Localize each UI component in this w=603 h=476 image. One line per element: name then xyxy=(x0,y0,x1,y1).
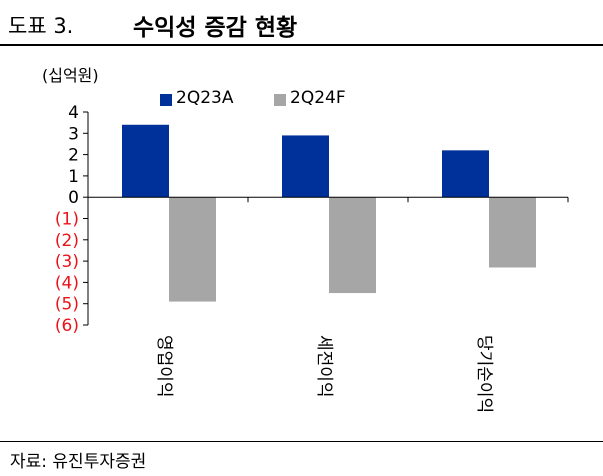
legend-swatch-2q24f xyxy=(274,94,286,106)
x-category-label: 당기순이익 xyxy=(474,335,494,413)
header-divider xyxy=(0,44,603,46)
y-tick-label: (1) xyxy=(55,210,79,230)
bar-2q24f-0 xyxy=(169,197,216,302)
y-tick-label: 4 xyxy=(68,103,79,123)
unit-label: (십억원) xyxy=(42,66,99,85)
figure-title: 수익성 증감 현황 xyxy=(133,15,298,41)
bar-2q23a-1 xyxy=(282,135,329,198)
x-category-label: 세전이익 xyxy=(314,335,334,398)
source-divider xyxy=(0,441,603,442)
y-tick-label: (3) xyxy=(55,252,79,272)
legend-label-2q23a: 2Q23A xyxy=(176,88,234,108)
y-tick-label: 2 xyxy=(68,146,79,166)
y-tick-label: (2) xyxy=(55,231,79,251)
figure-label: 도표 3. xyxy=(8,14,74,38)
y-tick-label: 1 xyxy=(68,167,79,187)
bar-2q23a-2 xyxy=(442,150,489,198)
x-category-label: 영업이익 xyxy=(154,335,174,398)
y-tick-label: (4) xyxy=(55,273,79,293)
bar-2q24f-2 xyxy=(489,197,536,268)
legend-swatch-2q23a xyxy=(160,94,172,106)
y-tick-label: 3 xyxy=(68,124,79,144)
legend-label-2q24f: 2Q24F xyxy=(290,88,346,108)
y-tick-label: (6) xyxy=(55,316,79,336)
source-note: 자료: 유진투자증권 xyxy=(10,452,147,472)
y-tick-label: (5) xyxy=(55,295,79,315)
y-tick-label: 0 xyxy=(68,188,79,208)
bar-2q23a-0 xyxy=(122,124,169,198)
bar-2q24f-1 xyxy=(329,197,376,294)
figure-header: 도표 3. 수익성 증감 현황 xyxy=(0,0,603,46)
